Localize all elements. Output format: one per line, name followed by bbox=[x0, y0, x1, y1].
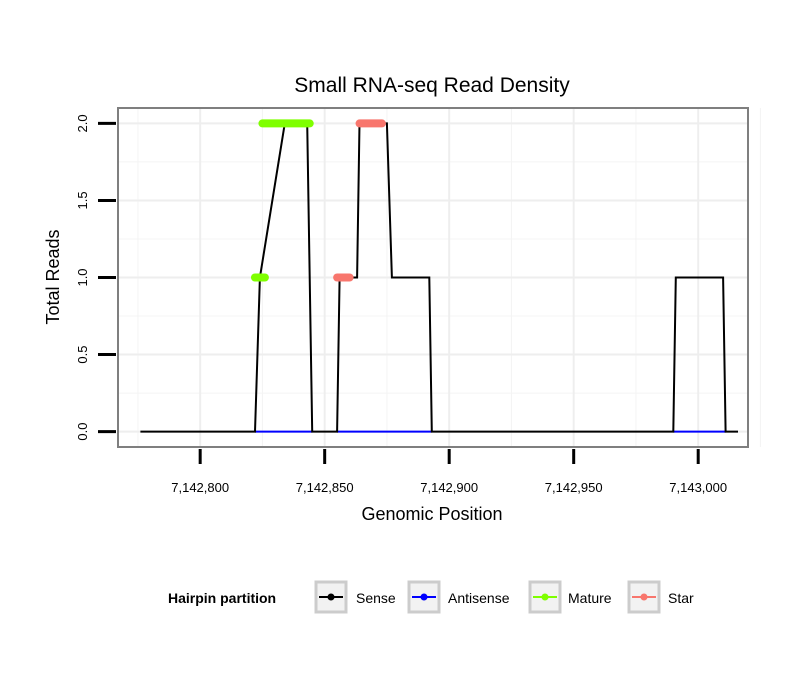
x-axis-title: Genomic Position bbox=[361, 504, 502, 524]
plot-border bbox=[117, 107, 749, 448]
legend-label-sense: Sense bbox=[356, 590, 396, 606]
x-tick-label: 7,142,950 bbox=[545, 480, 603, 495]
legend-label-mature: Mature bbox=[568, 590, 612, 606]
series-layer bbox=[140, 119, 738, 433]
y-tick-label: 0.5 bbox=[75, 346, 90, 364]
legend-label-star: Star bbox=[668, 590, 694, 606]
legend-key-point bbox=[541, 593, 549, 601]
y-tick-label: 0.0 bbox=[75, 423, 90, 441]
legend-key-point bbox=[327, 593, 335, 601]
y-tick-label: 2.0 bbox=[75, 114, 90, 132]
x-tick-label: 7,142,800 bbox=[171, 480, 229, 495]
legend: Hairpin partition Sense Antisense Mature St… bbox=[168, 580, 694, 614]
y-axis: 0.0 0.5 1.0 1.5 2.0 bbox=[75, 114, 116, 441]
legend-title: Hairpin partition bbox=[168, 590, 276, 606]
legend-key-point bbox=[640, 593, 648, 601]
legend-key-point bbox=[420, 593, 428, 601]
x-tick-label: 7,143,000 bbox=[669, 480, 727, 495]
y-axis-title: Total Reads bbox=[43, 229, 63, 324]
x-tick-label: 7,142,900 bbox=[420, 480, 478, 495]
x-tick-label: 7,142,850 bbox=[296, 480, 354, 495]
y-tick-label: 1.5 bbox=[75, 191, 90, 209]
chart-title: Small RNA-seq Read Density bbox=[294, 74, 570, 97]
legend-label-antisense: Antisense bbox=[448, 590, 510, 606]
y-tick-label: 1.0 bbox=[75, 268, 90, 286]
x-axis: 7,142,800 7,142,850 7,142,900 7,142,950 7,14… bbox=[171, 449, 727, 495]
